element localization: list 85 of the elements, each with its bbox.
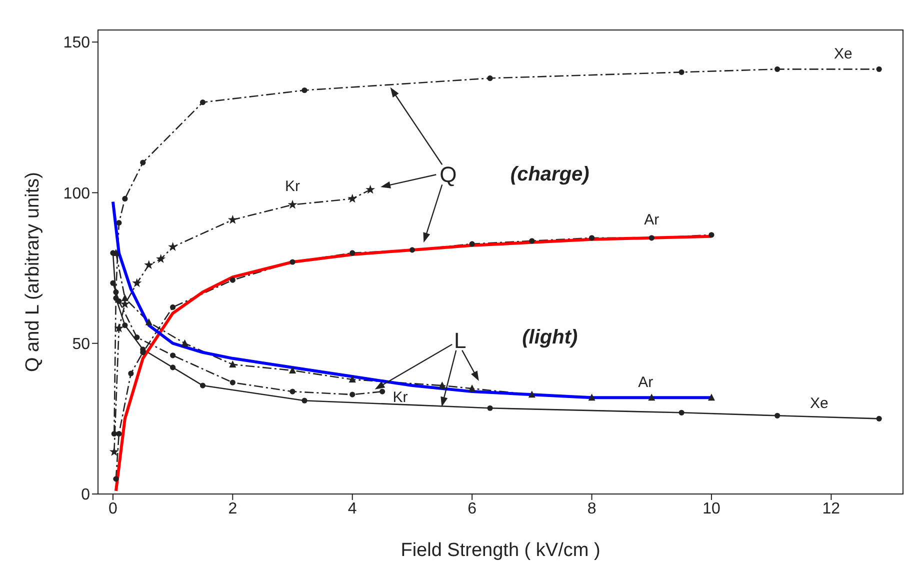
point xyxy=(588,394,596,401)
point xyxy=(109,446,119,456)
point xyxy=(528,390,536,398)
point xyxy=(438,382,446,389)
point xyxy=(116,430,122,437)
x-tick-label: 10 xyxy=(702,500,720,518)
annotation: Ar xyxy=(644,211,660,228)
x-tick-label: 6 xyxy=(468,500,477,518)
point xyxy=(588,235,595,241)
annotation: Q xyxy=(440,162,457,188)
annotation: Kr xyxy=(285,178,300,196)
point xyxy=(144,260,154,270)
point xyxy=(132,278,142,288)
point xyxy=(678,410,684,416)
point xyxy=(200,382,206,388)
annotation: Ar xyxy=(638,374,654,392)
point xyxy=(121,294,128,302)
point xyxy=(678,69,684,75)
point xyxy=(774,66,780,72)
point xyxy=(289,366,296,374)
point xyxy=(114,323,124,332)
x-tick-label: 0 xyxy=(108,500,118,518)
annotation: (light) xyxy=(522,326,578,348)
point xyxy=(230,380,236,386)
point xyxy=(350,250,356,256)
point xyxy=(290,259,296,265)
point xyxy=(774,412,780,418)
point xyxy=(348,376,356,383)
point xyxy=(128,370,134,376)
point xyxy=(288,200,298,209)
point xyxy=(134,334,140,340)
point xyxy=(116,220,122,226)
x-tick-label: 8 xyxy=(587,500,596,518)
point xyxy=(156,254,166,264)
point xyxy=(648,394,656,401)
point xyxy=(113,476,119,482)
point xyxy=(122,196,128,202)
x-tick-label: 4 xyxy=(348,500,357,518)
point xyxy=(181,339,188,346)
point xyxy=(228,214,238,224)
point xyxy=(876,66,882,72)
point xyxy=(229,360,236,368)
point xyxy=(529,238,535,244)
point xyxy=(348,194,358,203)
point xyxy=(468,384,476,392)
y-tick-label: 100 xyxy=(63,185,90,202)
point xyxy=(200,100,206,106)
point xyxy=(290,388,296,394)
point xyxy=(122,322,128,328)
annotation: L xyxy=(454,328,466,353)
annotation: Xe xyxy=(810,395,828,412)
annotation: (charge) xyxy=(510,164,590,186)
y-tick-label: 150 xyxy=(63,34,90,52)
point xyxy=(487,405,493,411)
x-tick-label: 2 xyxy=(228,500,238,518)
point xyxy=(170,304,176,310)
point xyxy=(140,160,146,166)
point xyxy=(409,247,416,253)
point xyxy=(366,184,376,194)
x-tick-label: 12 xyxy=(822,500,840,518)
point xyxy=(708,394,715,401)
y-tick-label: 0 xyxy=(81,486,90,504)
point xyxy=(648,235,654,241)
y-axis-title: Q and L (arbitrary units) xyxy=(22,172,44,372)
y-tick-label: 50 xyxy=(72,336,90,354)
annotation: Kr xyxy=(392,389,408,406)
point xyxy=(302,398,308,404)
point xyxy=(111,430,117,437)
point xyxy=(170,364,176,370)
point xyxy=(302,87,308,94)
point xyxy=(350,392,356,398)
point xyxy=(876,416,882,422)
point xyxy=(116,298,122,304)
point xyxy=(379,388,386,394)
point xyxy=(168,242,178,251)
point xyxy=(110,280,116,286)
point xyxy=(230,277,236,283)
point xyxy=(469,241,475,247)
point xyxy=(113,289,119,295)
point xyxy=(708,232,714,238)
point xyxy=(145,318,152,326)
annotation: Xe xyxy=(834,46,852,63)
point xyxy=(170,352,176,358)
x-axis-title: Field Strength ( kV/cm ) xyxy=(400,540,600,561)
point xyxy=(487,75,493,82)
